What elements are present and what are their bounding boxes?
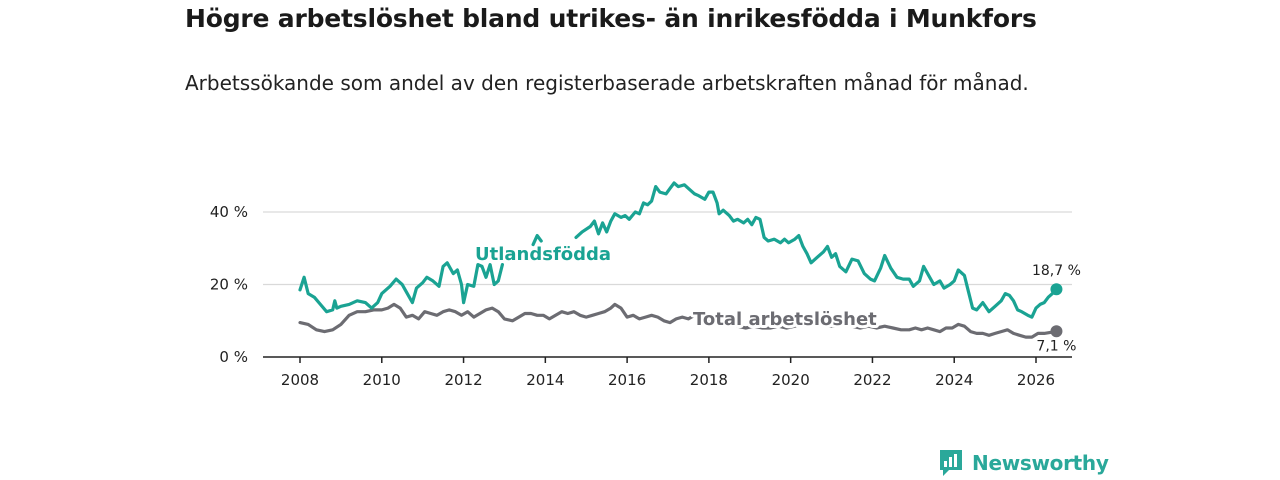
series-label-utlandsfodda-halo: Utlandsfödda [475,244,611,265]
labels-group: 18,7 %7,1 %UtlandsföddaUtlandsföddaTotal… [472,241,1081,354]
x-tick-label: 2012 [444,371,482,389]
axes: 0 % 20 % 40 % 2008 2010 2012 2014 2016 2018 2020 2… [210,203,1072,389]
x-tick-label: 2026 [1017,371,1055,389]
end-point-utlandsfodda [1050,283,1063,296]
x-tick-label: 2014 [526,371,564,389]
newsworthy-logo[interactable]: Newsworthy [938,448,1109,478]
chart-title: Högre arbetslöshet bland utrikes- än inr… [185,4,1037,33]
x-tick-label: 2008 [281,371,319,389]
end-label-utlandsfodda: 18,7 % [1032,263,1081,279]
newsworthy-logo-text: Newsworthy [972,451,1109,475]
end-point-total [1050,325,1063,338]
x-tick-label: 2024 [935,371,973,389]
series-line-utlandsfodda [298,181,1058,319]
y-tick-label: 40 % [210,203,248,221]
newsworthy-logo-icon [940,450,962,476]
series-label-total: Total arbetslöshet [693,309,877,330]
x-tick-label: 2022 [853,371,891,389]
series-label-utlandsfodda: Utlandsfödda [475,244,611,265]
end-label-total: 7,1 % [1036,338,1076,354]
y-tick-label: 20 % [210,276,248,294]
grid-lines [263,211,1072,286]
x-tick-label: 2016 [608,371,646,389]
series-label-total-halo: Total arbetslöshet [693,309,877,330]
x-tick-label: 2010 [363,371,401,389]
line-chart: 0 % 20 % 40 % 2008 2010 2012 2014 2016 2018 2020 2… [210,181,1081,389]
y-tick-label: 0 % [219,348,248,366]
series-line-total [298,302,1058,339]
x-tick-label: 2020 [772,371,810,389]
series-group [298,181,1063,339]
chart-subtitle: Arbetssökande som andel av den registerb… [185,71,1029,95]
x-tick-label: 2018 [690,371,728,389]
